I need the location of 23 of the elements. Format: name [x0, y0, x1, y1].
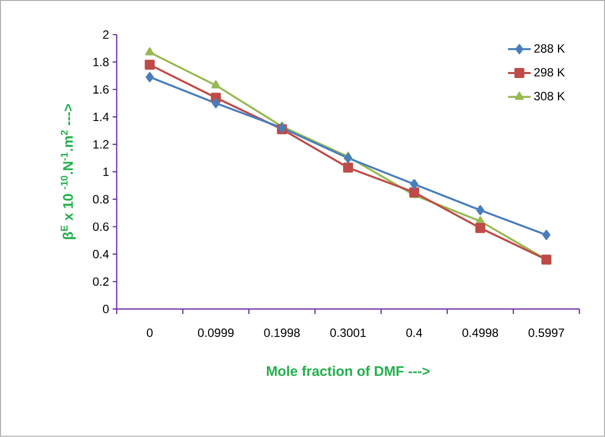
y-tick-label: 0	[102, 304, 109, 314]
x-tick-label: 0.5997	[528, 328, 564, 338]
y-tick-label: 1.8	[93, 58, 109, 66]
x-tick-label: 0.4	[406, 328, 422, 338]
text: β$^{E}$ x 10 $^{-10}$.N$^{-1}$.m$^{2}$ --->	[60, 104, 76, 240]
y-tick-label: 0.8	[92, 195, 109, 204]
y-tick-label: 1	[103, 168, 109, 176]
x-tick-label: 0.3001	[330, 328, 366, 338]
y-tick-label: 0.2	[92, 277, 109, 286]
legend-label: 308 K	[534, 92, 565, 101]
x-tick-label: 0.0999	[198, 328, 234, 338]
legend-label: 288 K	[534, 44, 565, 53]
y-tick-label: 0.4	[92, 250, 109, 258]
x-tick-label: 0.1998	[264, 328, 300, 338]
x-axis-title: Mole fraction of DMF --->	[266, 366, 430, 376]
x-tick-label: 0.4998	[462, 328, 498, 338]
x-tick-label: 0	[146, 328, 153, 338]
y-tick-label: 1.6	[93, 85, 109, 94]
y-tick-label: 2	[103, 30, 109, 39]
y-tick-label: 1.4	[93, 112, 109, 122]
legend-label: 298 K	[534, 68, 565, 77]
y-tick-label: 1.2	[93, 140, 109, 149]
y-tick-label: 0.6	[92, 222, 109, 232]
